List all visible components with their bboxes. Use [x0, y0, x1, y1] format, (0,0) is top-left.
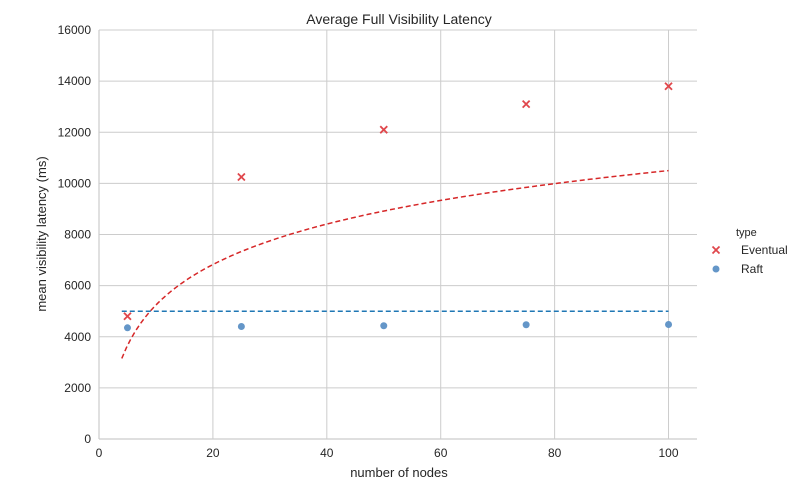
axes	[98, 30, 697, 440]
x-tick-label: 20	[206, 446, 220, 460]
y-tick-label: 8000	[64, 228, 91, 242]
eventual-point	[123, 312, 132, 321]
eventual-point	[664, 82, 673, 91]
chart-title: Average Full Visibility Latency	[306, 11, 491, 27]
legend-label-raft: Raft	[741, 262, 764, 276]
eventual-point-stroke	[237, 172, 246, 182]
y-tick-label: 16000	[58, 23, 92, 37]
legend-item-eventual: Eventual	[711, 243, 788, 257]
x-tick-label: 40	[320, 446, 334, 460]
y-tick-label: 4000	[64, 330, 91, 344]
x-tick-label: 60	[434, 446, 448, 460]
tick-labels: 0 20 40 60 80 100 0 2000 4000 6000 8000 10000 12000 1…	[58, 23, 679, 460]
legend: type Eventual Raft	[711, 227, 788, 276]
y-tick-label: 10000	[58, 176, 92, 190]
eventual-point	[237, 172, 246, 182]
raft-point	[123, 324, 131, 332]
x-tick-label: 100	[659, 446, 679, 460]
y-tick-label: 6000	[64, 279, 91, 293]
legend-items: Eventual Raft	[711, 243, 788, 276]
fit-lines	[121, 169, 669, 359]
legend-label-eventual: Eventual	[741, 243, 788, 257]
eventual-point-stroke	[522, 99, 531, 109]
eventual-point-stroke	[379, 125, 388, 134]
x-tick-label: 80	[548, 446, 562, 460]
y-tick-label: 2000	[64, 381, 91, 395]
x-tick-label: 0	[96, 446, 103, 460]
legend-item-raft: Raft	[712, 262, 764, 276]
y-axis-label: mean visibility latency (ms)	[34, 156, 49, 311]
grid	[98, 29, 697, 440]
legend-title: type	[736, 227, 757, 239]
eventual-point	[379, 125, 388, 134]
raft-point	[522, 321, 530, 329]
raft-point	[665, 320, 673, 328]
y-tick-label: 0	[84, 432, 91, 446]
eventual-point	[522, 99, 531, 109]
x-axis-label: number of nodes	[350, 465, 448, 480]
fit-line-eventual	[121, 169, 669, 359]
raft-point	[237, 323, 245, 331]
eventual-point-stroke	[123, 312, 132, 321]
eventual-point-stroke	[664, 82, 673, 91]
raft-point	[380, 322, 388, 330]
y-tick-label: 12000	[58, 125, 92, 139]
legend-marker-raft	[712, 265, 720, 273]
data-points	[123, 82, 673, 332]
legend-marker-eventual	[711, 245, 721, 255]
y-tick-label: 14000	[58, 74, 92, 88]
